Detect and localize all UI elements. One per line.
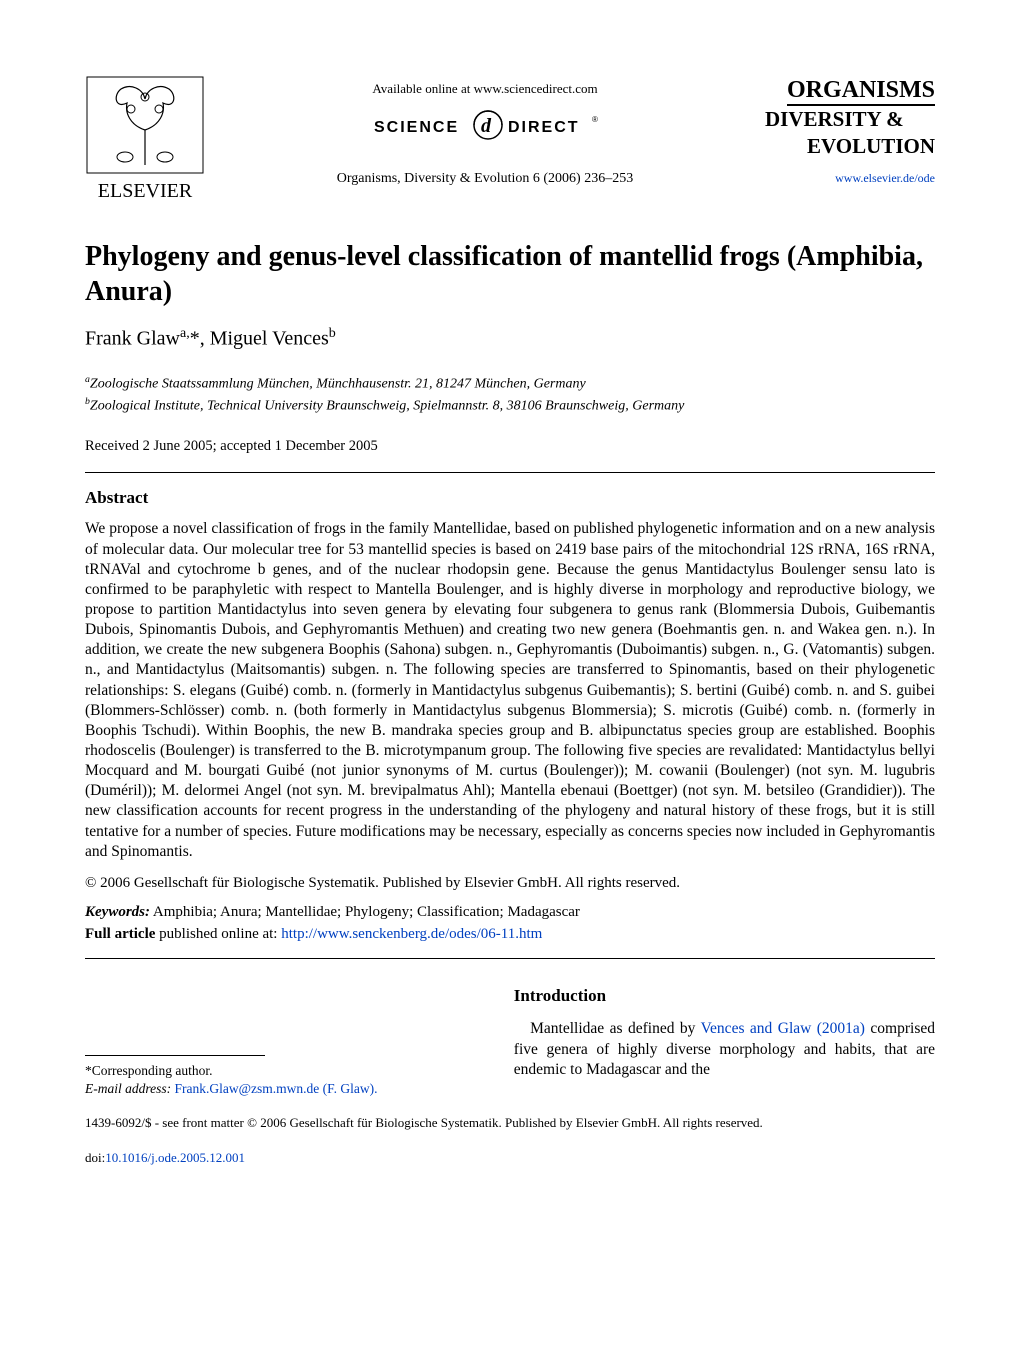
lower-two-column: *Corresponding author. E-mail address: F… xyxy=(85,985,935,1097)
abstract-copyright: © 2006 Gesellschaft für Biologische Syst… xyxy=(85,874,935,894)
email-link[interactable]: Frank.Glaw@zsm.mwn.de (F. Glaw). xyxy=(171,1081,377,1096)
footer-copyright-line: 1439-6092/$ - see front matter © 2006 Ge… xyxy=(85,1115,935,1132)
corresponding-label: *Corresponding author. xyxy=(85,1062,265,1080)
direct-text: DIRECT xyxy=(508,119,580,136)
abstract-text: We propose a novel classification of fro… xyxy=(85,519,935,861)
author-list: Frank Glawa,*, Miguel Vencesb xyxy=(85,325,935,352)
affiliation-b: bZoological Institute, Technical Univers… xyxy=(85,396,935,416)
keywords-line: Keywords: Amphibia; Anura; Mantellidae; … xyxy=(85,903,935,923)
journal-logo: ORGANISMS DIVERSITY & EVOLUTION www.else… xyxy=(765,75,935,186)
keywords-label: Keywords: xyxy=(85,904,150,920)
left-footnote-column: *Corresponding author. E-mail address: F… xyxy=(85,985,474,1097)
affiliation-a: aZoologische Staatssammlung München, Mün… xyxy=(85,374,935,394)
journal-url-link[interactable]: www.elsevier.de/ode xyxy=(765,171,935,187)
elsevier-text: ELSEVIER xyxy=(98,180,193,202)
full-article-line: Full article published online at: http:/… xyxy=(85,925,935,945)
elsevier-tree-icon: ELSEVIER xyxy=(85,75,205,205)
science-direct-logo: SCIENCE d DIRECT ® xyxy=(205,108,765,148)
full-article-label: Full article xyxy=(85,926,155,942)
page-header: ELSEVIER Available online at www.science… xyxy=(85,75,935,211)
corresponding-star: * xyxy=(190,328,200,350)
author-2-affil-sup: b xyxy=(329,326,336,341)
doi-label: doi: xyxy=(85,1150,105,1165)
introduction-heading: Introduction xyxy=(514,985,935,1007)
introduction-text: Mantellidae as defined by Vences and Gla… xyxy=(514,1019,935,1079)
introduction-column: Introduction Mantellidae as defined by V… xyxy=(514,985,935,1097)
author-1: Frank Glaw xyxy=(85,328,180,350)
citation-link[interactable]: Vences and Glaw (2001a) xyxy=(701,1020,865,1037)
email-line: E-mail address: Frank.Glaw@zsm.mwn.de (F… xyxy=(85,1080,474,1098)
evolution-text: EVOLUTION xyxy=(765,133,935,160)
email-label: E-mail address: xyxy=(85,1081,171,1096)
available-online-text: Available online at www.sciencedirect.co… xyxy=(205,81,765,98)
svg-text:®: ® xyxy=(592,115,598,124)
keywords-text: Amphibia; Anura; Mantellidae; Phylogeny;… xyxy=(150,904,580,920)
header-center: Available online at www.sciencedirect.co… xyxy=(205,75,765,188)
article-title: Phylogeny and genus-level classification… xyxy=(85,239,935,309)
svg-text:d: d xyxy=(481,115,492,137)
author-2: Miguel Vences xyxy=(210,328,329,350)
full-article-url-link[interactable]: http://www.senckenberg.de/odes/06-11.htm xyxy=(281,926,542,942)
journal-reference: Organisms, Diversity & Evolution 6 (2006… xyxy=(205,170,765,188)
publisher-logo: ELSEVIER xyxy=(85,75,205,211)
rule-below-keywords xyxy=(85,958,935,959)
corresponding-author-note: *Corresponding author. xyxy=(85,1055,265,1080)
received-accepted-dates: Received 2 June 2005; accepted 1 Decembe… xyxy=(85,437,935,456)
abstract-heading: Abstract xyxy=(85,487,935,509)
science-text: SCIENCE xyxy=(374,119,459,136)
rule-above-abstract xyxy=(85,472,935,473)
diversity-text: DIVERSITY & xyxy=(765,106,935,133)
doi-line: doi:10.1016/j.ode.2005.12.001 xyxy=(85,1150,935,1167)
author-1-affil-sup: a, xyxy=(180,326,190,341)
organisms-text: ORGANISMS xyxy=(787,77,935,106)
doi-link[interactable]: 10.1016/j.ode.2005.12.001 xyxy=(105,1150,245,1165)
